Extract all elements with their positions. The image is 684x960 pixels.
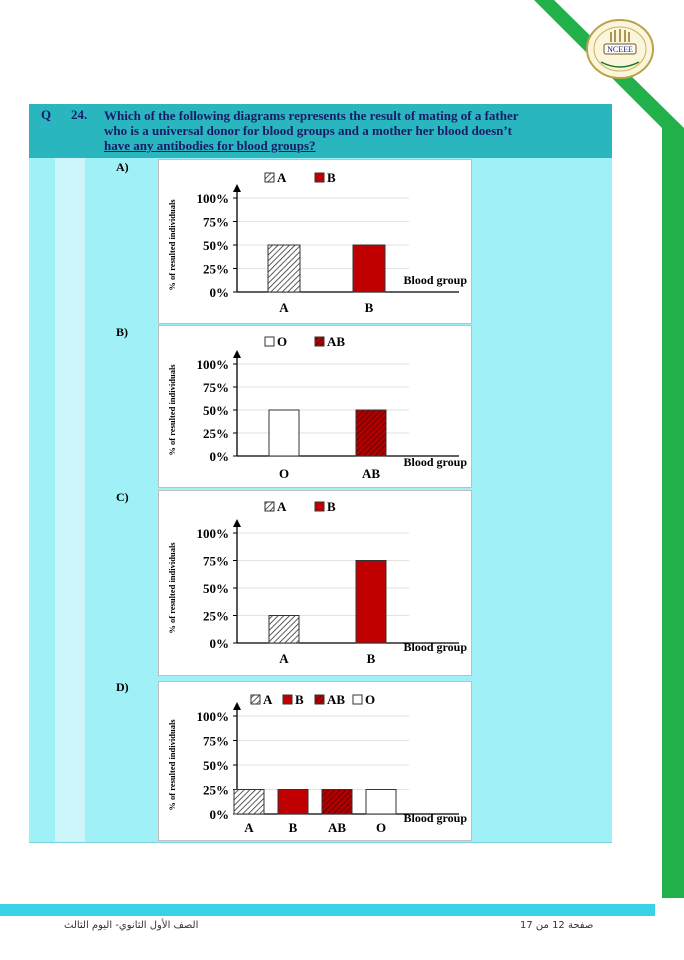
y-tick-label: 100%: [197, 191, 230, 206]
bar-o: [268, 409, 300, 457]
question-line-3: have any antibodies for blood groups?: [104, 138, 316, 153]
x-axis-label: Blood group: [404, 811, 468, 825]
bar-a: [268, 615, 300, 644]
x-axis-label: Blood group: [404, 640, 468, 654]
y-axis-arrow: [233, 702, 241, 710]
y-tick-label: 50%: [203, 403, 229, 418]
bar-ab: [355, 409, 387, 457]
y-axis-label: % of resulted individuals: [167, 364, 177, 456]
footer-line: [0, 904, 655, 916]
bar-ab: [321, 789, 353, 815]
chart-a-svg: % of resulted individuals 100% 75% 50% 25% 0%…: [167, 170, 468, 315]
legend-swatch-ab: [314, 336, 325, 347]
logo-text: NCEEE: [607, 45, 633, 54]
y-tick-label: 100%: [197, 357, 230, 372]
legend-swatch-o: [352, 694, 363, 705]
y-tick-label: 25%: [203, 783, 229, 798]
y-tick-label: 0%: [210, 449, 230, 464]
bar-b: [277, 789, 309, 815]
footer-page-number: صفحة 12 من 17: [520, 920, 594, 931]
footer-left-text: الصف الأول الثانوي- اليوم الثالث: [64, 920, 199, 931]
y-tick-label: 0%: [210, 285, 230, 300]
option-label-a[interactable]: A): [116, 160, 129, 174]
chart-d[interactable]: % of resulted individuals 100% 75% 50% 25% 0%…: [158, 681, 472, 841]
y-tick-label: 25%: [203, 609, 229, 624]
option-label-c[interactable]: C): [116, 490, 129, 504]
x-category-label: AB: [328, 820, 346, 835]
y-axis-arrow: [233, 350, 241, 358]
chart-a[interactable]: % of resulted individuals 100% 75% 50% 25% 0%…: [158, 159, 472, 324]
option-label-d[interactable]: D): [116, 680, 129, 694]
chart-d-svg: % of resulted individuals 100% 75% 50% 25% 0%…: [167, 692, 468, 835]
question-line-2: who is a universal donor for blood group…: [104, 123, 513, 138]
legend-label: A: [263, 692, 273, 707]
right-green-bar: [662, 128, 684, 898]
y-tick-label: 75%: [203, 554, 229, 569]
y-axis-label: % of resulted individuals: [167, 542, 177, 634]
y-axis-label: % of resulted individuals: [167, 719, 177, 811]
y-axis-arrow: [233, 184, 241, 192]
nceee-logo-icon: NCEEE: [586, 19, 654, 79]
bar-b: [355, 560, 387, 644]
x-category-label: B: [365, 300, 374, 315]
y-tick-label: 50%: [203, 581, 229, 596]
x-category-label: A: [279, 651, 289, 666]
legend-label: O: [365, 692, 375, 707]
y-tick-label: 25%: [203, 426, 229, 441]
legend-label: B: [327, 499, 336, 514]
legend-label: B: [327, 170, 336, 185]
x-category-label: B: [289, 820, 298, 835]
legend-label: AB: [327, 334, 345, 349]
legend-swatch-o: [264, 336, 275, 347]
question-number: 24.: [71, 107, 88, 122]
y-tick-label: 25%: [203, 262, 229, 277]
bar-a: [233, 789, 265, 815]
legend-swatch-ab: [314, 694, 325, 705]
x-category-label: A: [279, 300, 289, 315]
chart-c[interactable]: % of resulted individuals 100% 75% 50% 25% 0%…: [158, 490, 472, 676]
x-category-label: O: [279, 466, 289, 481]
y-axis-arrow: [233, 519, 241, 527]
legend-swatch-a: [250, 694, 261, 705]
legend-label: B: [295, 692, 304, 707]
x-category-label: A: [244, 820, 254, 835]
y-axis-label: % of resulted individuals: [167, 199, 177, 291]
y-tick-label: 0%: [210, 807, 230, 822]
legend-swatch-a: [264, 501, 275, 512]
bar-a: [267, 244, 301, 293]
chart-b[interactable]: % of resulted individuals 100% 75% 50% 25% 0%…: [158, 325, 472, 488]
y-tick-label: 100%: [197, 526, 230, 541]
question-bar: [29, 104, 612, 158]
y-tick-label: 50%: [203, 758, 229, 773]
x-category-label: B: [367, 651, 376, 666]
chart-c-svg: % of resulted individuals 100% 75% 50% 25% 0%…: [167, 499, 468, 666]
legend-swatch-b: [314, 172, 325, 183]
x-category-label: O: [376, 820, 386, 835]
legend-label: AB: [327, 692, 345, 707]
question-text: Which of the following diagrams represen…: [104, 108, 604, 153]
x-axis-label: Blood group: [404, 455, 468, 469]
x-axis-label: Blood group: [404, 273, 468, 287]
question-line-1: Which of the following diagrams represen…: [104, 108, 519, 123]
y-tick-label: 75%: [203, 380, 229, 395]
legend-label: A: [277, 170, 287, 185]
y-tick-label: 50%: [203, 238, 229, 253]
chart-b-svg: % of resulted individuals 100% 75% 50% 25% 0%…: [167, 334, 468, 481]
question-label: Q: [41, 107, 52, 122]
y-tick-label: 75%: [203, 215, 229, 230]
legend-swatch-a: [264, 172, 275, 183]
legend-swatch-b: [314, 501, 325, 512]
y-tick-label: 100%: [197, 709, 230, 724]
legend-swatch-b: [282, 694, 293, 705]
y-tick-label: 75%: [203, 734, 229, 749]
legend-label: O: [277, 334, 287, 349]
x-category-label: AB: [362, 466, 380, 481]
bar-b: [352, 244, 386, 293]
legend-label: A: [277, 499, 287, 514]
option-label-b[interactable]: B): [116, 325, 128, 339]
y-tick-label: 0%: [210, 636, 230, 651]
bar-o: [365, 789, 397, 815]
